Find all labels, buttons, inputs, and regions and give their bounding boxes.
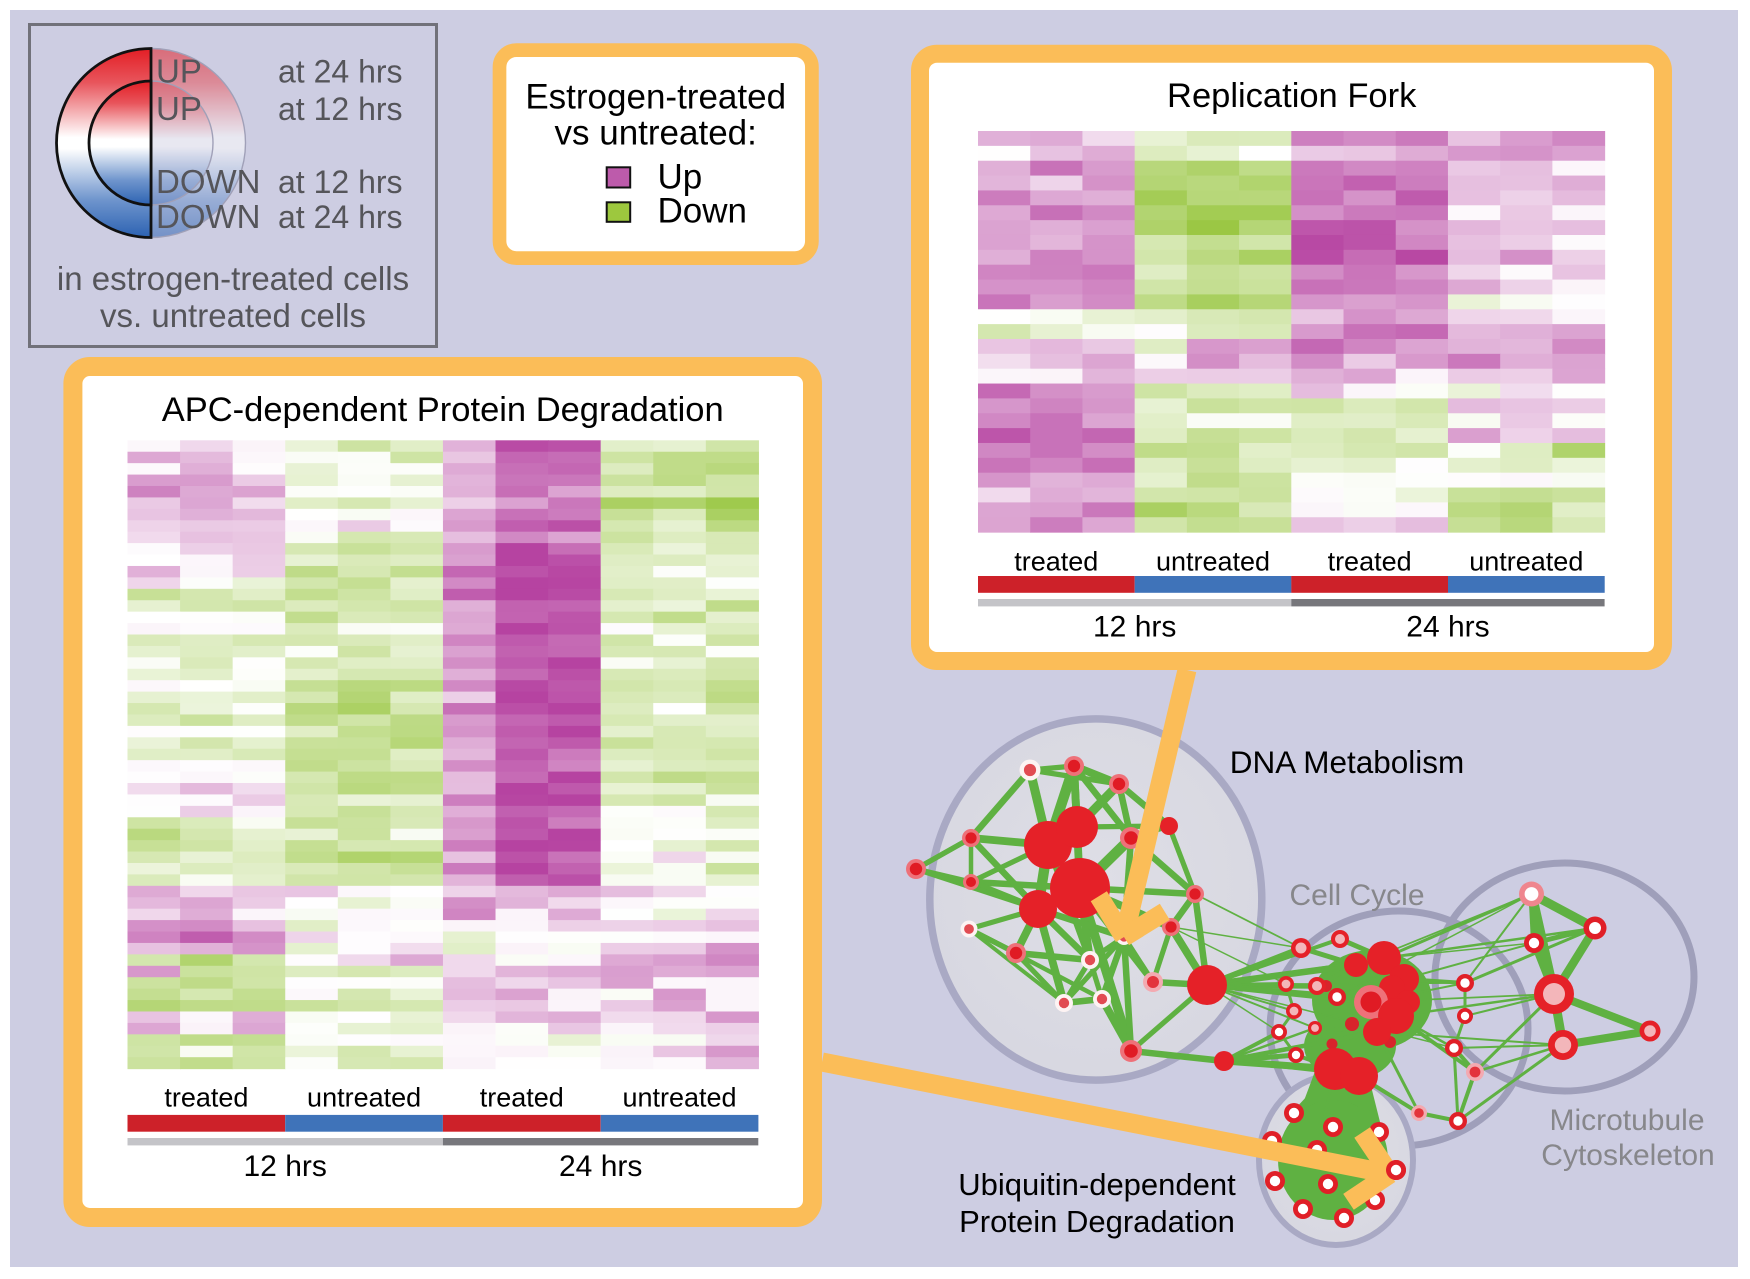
svg-text:untreated: untreated <box>1156 546 1270 576</box>
svg-text:treated: treated <box>164 1083 248 1113</box>
svg-text:treated: treated <box>1328 546 1412 576</box>
svg-text:12 hrs: 12 hrs <box>1093 610 1176 643</box>
svg-text:untreated: untreated <box>622 1083 736 1113</box>
svg-text:Microtubule: Microtubule <box>1549 1104 1704 1137</box>
svg-text:DNA Metabolism: DNA Metabolism <box>1230 744 1465 780</box>
svg-text:24 hrs: 24 hrs <box>559 1150 642 1183</box>
svg-text:Down: Down <box>658 192 747 231</box>
svg-text:treated: treated <box>1014 546 1098 576</box>
svg-text:untreated: untreated <box>1469 546 1583 576</box>
svg-text:Cytoskeleton: Cytoskeleton <box>1541 1139 1714 1172</box>
svg-text:UP: UP <box>156 53 202 90</box>
svg-text:DOWN: DOWN <box>156 163 260 200</box>
svg-text:Estrogen-treated: Estrogen-treated <box>525 78 786 117</box>
svg-text:UP: UP <box>156 90 202 127</box>
svg-text:at 12 hrs: at 12 hrs <box>278 91 403 127</box>
svg-text:APC-dependent Protein Degradat: APC-dependent Protein Degradation <box>162 391 724 429</box>
svg-text:Ubiquitin-dependent: Ubiquitin-dependent <box>958 1167 1236 1202</box>
svg-text:at 24 hrs: at 24 hrs <box>278 199 403 235</box>
svg-text:at 12 hrs: at 12 hrs <box>278 164 403 200</box>
svg-text:Protein Degradation: Protein Degradation <box>959 1204 1235 1239</box>
svg-text:treated: treated <box>480 1083 564 1113</box>
svg-text:Cell Cycle: Cell Cycle <box>1289 879 1424 912</box>
svg-text:vs. untreated cells: vs. untreated cells <box>100 297 366 334</box>
svg-text:untreated: untreated <box>307 1083 421 1113</box>
svg-text:24 hrs: 24 hrs <box>1406 610 1489 643</box>
svg-text:at 24 hrs: at 24 hrs <box>278 54 403 90</box>
svg-text:Replication Fork: Replication Fork <box>1167 77 1417 115</box>
svg-text:12 hrs: 12 hrs <box>244 1150 327 1183</box>
svg-text:Up: Up <box>658 158 703 197</box>
svg-text:DOWN: DOWN <box>156 198 260 235</box>
svg-text:in estrogen-treated cells: in estrogen-treated cells <box>57 260 409 297</box>
svg-text:vs untreated:: vs untreated: <box>555 114 757 153</box>
